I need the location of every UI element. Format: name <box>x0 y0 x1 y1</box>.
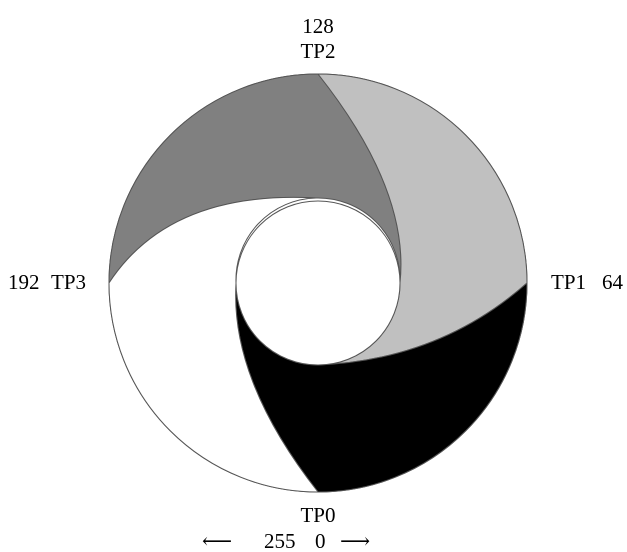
label-right-value: 64 <box>602 270 624 294</box>
label-top-value: 128 <box>302 14 334 38</box>
left-arrow: ⟵ <box>202 529 232 552</box>
label-left-value: 192 <box>8 270 40 294</box>
label-bottom-left-value: 255 <box>264 529 296 552</box>
label-bottom-name: TP0 <box>300 503 335 527</box>
segment-tp3 <box>108 196 320 493</box>
label-right-name: TP1 <box>551 270 586 294</box>
label-top-name: TP2 <box>300 39 335 63</box>
right-arrow: ⟶ <box>340 529 370 552</box>
label-left-name: TP3 <box>51 270 86 294</box>
inner-hole <box>235 200 401 366</box>
label-bottom-right-value: 0 <box>315 529 326 552</box>
